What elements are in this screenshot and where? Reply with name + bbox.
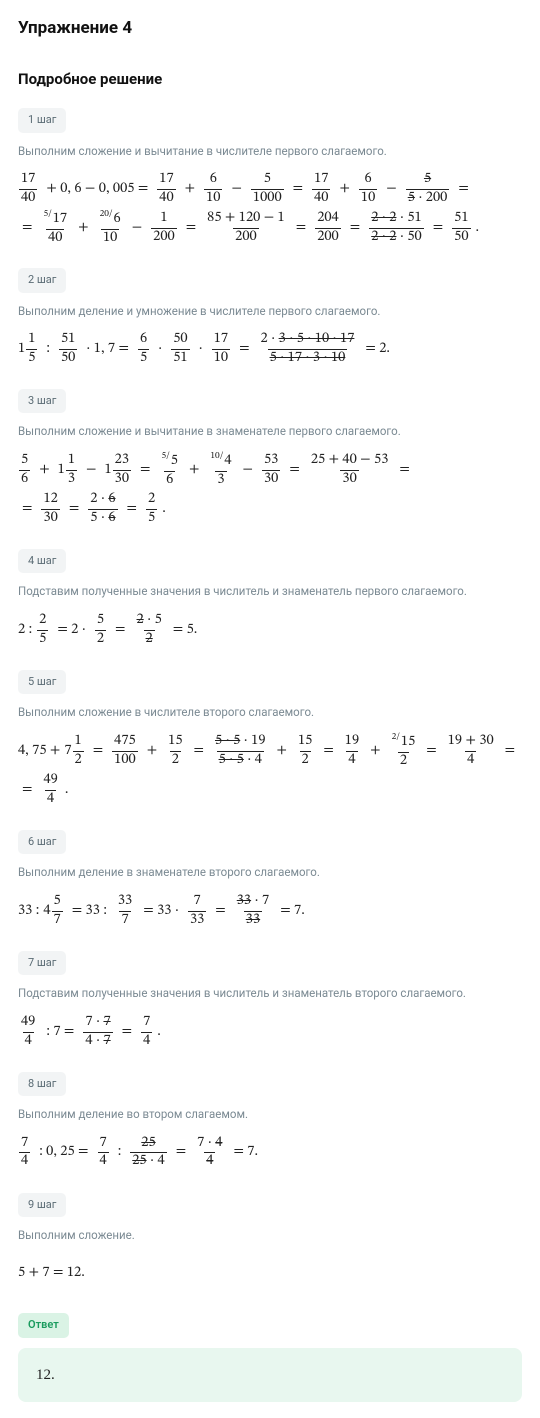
- step-9-math: 5 + 7 = 12.: [18, 1254, 522, 1293]
- step-5: 5 шаг Выполним сложение в числителе втор…: [18, 670, 522, 810]
- step-8: 8 шаг Выполним деление во втором слагаем…: [18, 1072, 522, 1173]
- step-text: Выполним деление во втором слагаемом.: [18, 1106, 522, 1123]
- step-badge: 8 шаг: [18, 1072, 66, 1097]
- step-4: 4 шаг Подставим полученные значения в чи…: [18, 549, 522, 650]
- step-text: Подставим полученные значения в числител…: [18, 583, 522, 600]
- solution-subtitle: Подробное решение: [18, 68, 522, 91]
- step-7: 7 шаг Подставим полученные значения в чи…: [18, 951, 522, 1052]
- step-text: Выполним сложение в числителе второго сл…: [18, 704, 522, 721]
- step-badge: 9 шаг: [18, 1193, 66, 1218]
- step-9: 9 шаг Выполним сложение. 5 + 7 = 12.: [18, 1193, 522, 1294]
- step-badge: 2 шаг: [18, 268, 66, 293]
- step-2-math: 115 : 5150 · 1, 7 = 65 · 5051 · 1710 = 2…: [18, 330, 522, 369]
- step-text: Выполним деление в знаменателе второго с…: [18, 864, 522, 881]
- step-text: Выполним деление и умножение в числителе…: [18, 303, 522, 320]
- step-text: Выполним сложение и вычитание в знаменат…: [18, 423, 522, 440]
- step-badge: 7 шаг: [18, 951, 66, 976]
- step-badge: 6 шаг: [18, 830, 66, 855]
- step-6-math: 33 : 457 = 33 : 337 = 33 · 733 = 33 · 73…: [18, 892, 522, 931]
- step-badge: 4 шаг: [18, 549, 66, 574]
- step-badge: 3 шаг: [18, 389, 66, 414]
- step-1: 1 шаг Выполним сложение и вычитание в чи…: [18, 108, 522, 248]
- step-4-math: 2 : 25 = 2 · 52 = 2 · 52 = 5.: [18, 611, 522, 650]
- step-2: 2 шаг Выполним деление и умножение в чис…: [18, 268, 522, 369]
- answer-box: 12.: [18, 1348, 522, 1403]
- step-8-math: 74 : 0, 25 = 74 : 2525 · 4 = 7 · 44 = 7.: [18, 1133, 522, 1172]
- step-1-math: 1740 + 0, 6 − 0, 005 = 1740 + 610 − 5100…: [18, 170, 522, 248]
- step-badge: 5 шаг: [18, 670, 66, 695]
- step-6: 6 шаг Выполним деление в знаменателе вто…: [18, 830, 522, 931]
- step-text: Подставим полученные значения в числител…: [18, 985, 522, 1002]
- step-5-math: 4, 75 + 712 = 475100 + 152 = 5 · 5 · 195…: [18, 732, 522, 810]
- step-text: Выполним сложение и вычитание в числител…: [18, 143, 522, 160]
- page-title: Упражнение 4: [18, 16, 522, 42]
- step-badge: 1 шаг: [18, 108, 66, 133]
- step-3: 3 шаг Выполним сложение и вычитание в зн…: [18, 389, 522, 529]
- answer-badge: Ответ: [18, 1313, 69, 1338]
- step-text: Выполним сложение.: [18, 1227, 522, 1244]
- step-3-math: 56 + 113 − 12330 = 5/56 + 10/43 − 5330 =…: [18, 451, 522, 529]
- step-7-math: 494 : 7 = 7 · 74 · 7 = 74 .: [18, 1013, 522, 1052]
